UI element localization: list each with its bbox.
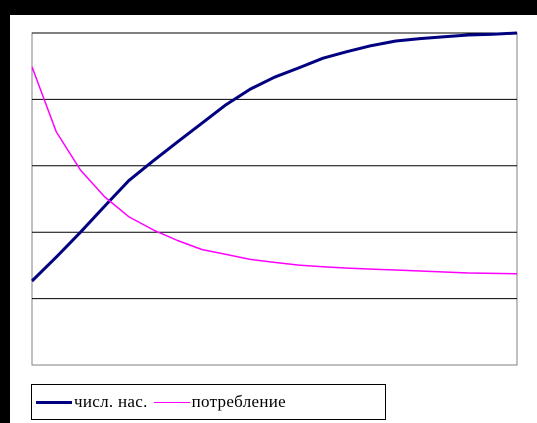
legend-label-series-2: потребление <box>191 392 286 411</box>
legend-label-series-1: числ. нас. <box>74 392 148 411</box>
series-line-2 <box>31 66 518 275</box>
series-line-1 <box>30 31 518 283</box>
chart-panel: числ. нас. потребление <box>10 15 537 423</box>
plot-area <box>31 32 518 366</box>
chart-legend: числ. нас. потребление <box>31 384 386 420</box>
line-chart <box>30 31 518 366</box>
legend-swatch-series-2 <box>153 401 190 403</box>
legend-entry-series-1: числ. нас. <box>36 392 148 412</box>
legend-entry-series-2: потребление <box>153 392 286 412</box>
legend-swatch-series-1 <box>36 400 72 404</box>
